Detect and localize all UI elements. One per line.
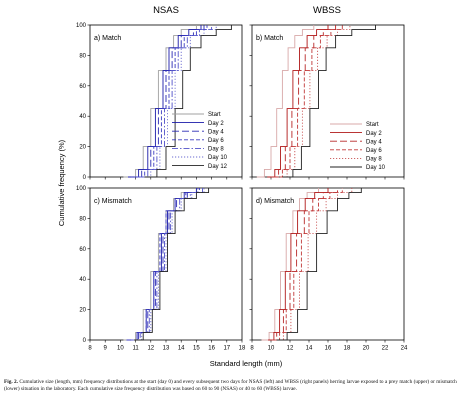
x-tick-label: 22 bbox=[382, 346, 389, 352]
caption-label: Fig. 2. bbox=[4, 379, 18, 385]
x-tick-label: 16 bbox=[325, 346, 332, 352]
series-line-day-6 bbox=[126, 188, 199, 341]
y-tick-label: 80 bbox=[79, 53, 86, 59]
y-axis-label: Cumulative frequency (%) bbox=[57, 139, 66, 226]
x-tick-label: 18 bbox=[344, 346, 351, 352]
x-tick-label: 16 bbox=[208, 346, 215, 352]
panel-4: 8 10 12 14 16 18 20 22 24 d) Mismatch bbox=[249, 187, 408, 352]
legend-label: Day 8 bbox=[366, 157, 382, 163]
legend: Start Day 2 Day 4 Day 6 Day 8 Day 10 Day 12 bbox=[172, 112, 228, 170]
figure-caption: Fig. 2. Cumulative size (length, mm) fre… bbox=[4, 379, 464, 393]
x-tick-label: 15 bbox=[193, 346, 200, 352]
series-line-day-6 bbox=[273, 25, 343, 178]
legend-label: Day 6 bbox=[366, 148, 382, 154]
y-tick-label: 20 bbox=[79, 145, 86, 151]
series-line-day-8 bbox=[131, 188, 203, 341]
legend-label: Day 12 bbox=[208, 164, 228, 170]
legend-label: Day 2 bbox=[366, 131, 382, 137]
series-line-start bbox=[256, 25, 315, 178]
legend-label: Start bbox=[366, 122, 379, 128]
x-tick-label: 13 bbox=[163, 346, 170, 352]
legend: Start Day 2 Day 4 Day 6 Day 8 Day 10 bbox=[330, 122, 386, 171]
x-tick-label: 18 bbox=[239, 346, 246, 352]
y-tick-label: 100 bbox=[76, 23, 87, 29]
series-line-start bbox=[261, 188, 319, 341]
series-line-day-10 bbox=[276, 188, 362, 341]
col-title-wbss: WBSS bbox=[313, 5, 341, 16]
y-tick-label: 100 bbox=[76, 186, 87, 192]
x-tick-label: 11 bbox=[132, 346, 139, 352]
series-line-day-12 bbox=[134, 188, 210, 341]
panel-label: b) Match bbox=[256, 35, 283, 42]
panel-label: a) Match bbox=[94, 35, 121, 42]
series-line-day-10 bbox=[282, 25, 376, 178]
y-tick-label: 40 bbox=[79, 277, 86, 283]
series-line-day-8 bbox=[277, 25, 351, 178]
legend-label: Day 10 bbox=[366, 165, 386, 171]
series-line-day-6 bbox=[271, 188, 343, 341]
legend-label: Day 8 bbox=[208, 147, 224, 153]
y-tick-label: 80 bbox=[79, 216, 86, 222]
x-tick-label: 20 bbox=[363, 346, 370, 352]
legend-label: Day 6 bbox=[208, 138, 224, 144]
series-line-day-2 bbox=[128, 188, 197, 341]
legend-label: Day 4 bbox=[208, 129, 224, 135]
legend-label: Day 2 bbox=[208, 121, 224, 127]
panel-label: c) Mismatch bbox=[94, 198, 132, 205]
x-tick-label: 8 bbox=[250, 346, 254, 352]
panel-1: 0 20 40 60 80 100 a) Match Start Day 2 Day 4 Day 6… bbox=[76, 23, 243, 181]
x-tick-label: 10 bbox=[268, 346, 275, 352]
legend-label: Day 10 bbox=[208, 155, 228, 161]
legend-label: Day 4 bbox=[366, 139, 382, 145]
legend-label: Start bbox=[208, 112, 221, 118]
x-tick-label: 24 bbox=[401, 346, 408, 352]
x-tick-label: 12 bbox=[287, 346, 294, 352]
panel-3: 8 9 10 11 12 13 14 15 16 17 18 0 20 40 60 80 100 c) Misma… bbox=[76, 186, 246, 352]
series-line-day-4 bbox=[271, 25, 337, 178]
series-line-day-12 bbox=[144, 25, 232, 178]
panel-label: d) Mismatch bbox=[256, 198, 294, 205]
x-tick-label: 8 bbox=[88, 346, 92, 352]
x-tick-label: 12 bbox=[147, 346, 154, 352]
x-tick-label: 10 bbox=[117, 346, 124, 352]
y-tick-label: 20 bbox=[79, 308, 86, 314]
x-tick-label: 14 bbox=[306, 346, 313, 352]
x-tick-label: 14 bbox=[178, 346, 185, 352]
y-tick-label: 40 bbox=[79, 114, 86, 120]
x-axis-label: Standard length (mm) bbox=[210, 359, 283, 368]
y-tick-label: 0 bbox=[83, 175, 87, 181]
caption-text: Cumulative size (length, mm) frequency d… bbox=[4, 379, 457, 392]
col-title-nsas: NSAS bbox=[153, 5, 179, 16]
y-tick-label: 0 bbox=[83, 338, 87, 344]
y-tick-label: 60 bbox=[79, 247, 86, 253]
panel-2: b) Match Start Day 2 Day 4 Day 6 Day 8 Day 10 bbox=[249, 24, 405, 180]
x-tick-label: 9 bbox=[104, 346, 108, 352]
series-line-day-4 bbox=[270, 188, 338, 341]
y-tick-label: 60 bbox=[79, 84, 86, 90]
x-tick-label: 17 bbox=[223, 346, 230, 352]
